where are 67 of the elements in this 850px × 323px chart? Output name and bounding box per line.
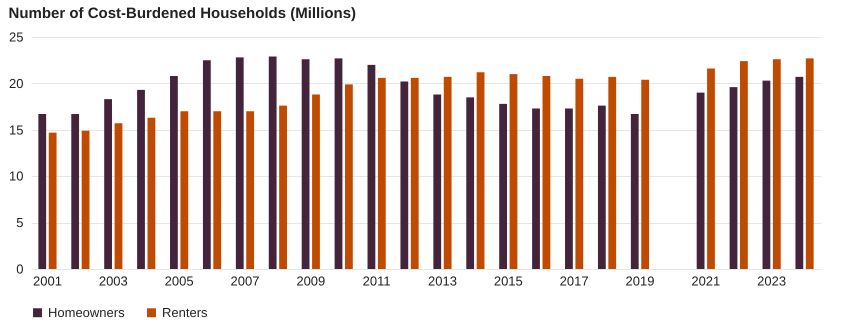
bar — [433, 94, 442, 269]
bar — [236, 57, 244, 269]
x-tick-label: 2005 — [164, 274, 194, 288]
x-tick-label: 2019 — [625, 274, 654, 288]
x-tick-label: 2021 — [691, 274, 720, 288]
bar — [312, 94, 320, 269]
bar — [499, 104, 507, 269]
bar — [246, 111, 254, 269]
x-tick-label: 2017 — [560, 274, 589, 288]
bar — [696, 92, 704, 269]
x-tick-label: 2011 — [362, 274, 391, 288]
bar — [114, 123, 122, 269]
bar — [82, 130, 90, 269]
bar — [148, 118, 156, 269]
bar — [762, 80, 770, 269]
bar — [476, 72, 484, 269]
bar — [38, 114, 46, 269]
bar — [806, 58, 814, 269]
x-tick-label: 2013 — [428, 274, 457, 288]
bar — [302, 59, 310, 269]
bar — [707, 68, 715, 269]
bar — [630, 114, 639, 269]
bar — [444, 76, 452, 269]
chart-title: Number of Cost-Burdened Households (Millions) — [8, 5, 356, 22]
legend-label: Homeowners — [48, 304, 126, 320]
bar — [575, 78, 584, 269]
bar — [71, 114, 80, 269]
y-tick-label: 5 — [16, 215, 24, 230]
bar — [137, 90, 145, 269]
bar — [410, 78, 419, 269]
bar — [641, 80, 650, 269]
x-tick-label: 2003 — [98, 274, 128, 288]
bar — [740, 61, 748, 269]
bar — [510, 74, 518, 269]
y-tick-label: 20 — [9, 76, 24, 91]
bar — [608, 76, 616, 269]
y-tick-label: 10 — [9, 168, 24, 184]
bar — [532, 108, 540, 269]
x-tick-label: 2007 — [230, 274, 260, 288]
bar — [795, 76, 804, 269]
bar — [378, 78, 386, 269]
bar — [170, 76, 178, 269]
bar — [466, 97, 474, 269]
x-tick-label: 2009 — [296, 274, 326, 288]
x-tick-label: 2023 — [757, 274, 786, 288]
bar — [565, 108, 573, 269]
bar — [772, 59, 781, 269]
bar — [334, 58, 342, 269]
x-tick-label: 2001 — [32, 274, 62, 288]
bar — [180, 111, 188, 269]
bar — [279, 106, 287, 269]
legend-label: Renters — [162, 304, 208, 320]
bar — [368, 64, 376, 269]
y-tick-label: 0 — [16, 262, 24, 276]
x-tick-label: 2015 — [494, 274, 523, 288]
bar — [268, 56, 277, 269]
bar — [400, 82, 408, 269]
y-tick-label: 15 — [9, 122, 24, 138]
bar — [730, 87, 738, 269]
bar — [598, 106, 606, 269]
y-tick-label: 25 — [9, 30, 24, 44]
bar — [542, 76, 550, 269]
bar — [104, 99, 112, 269]
bar — [48, 132, 57, 269]
bar — [345, 84, 353, 269]
bar — [213, 111, 222, 269]
bar — [202, 60, 211, 269]
